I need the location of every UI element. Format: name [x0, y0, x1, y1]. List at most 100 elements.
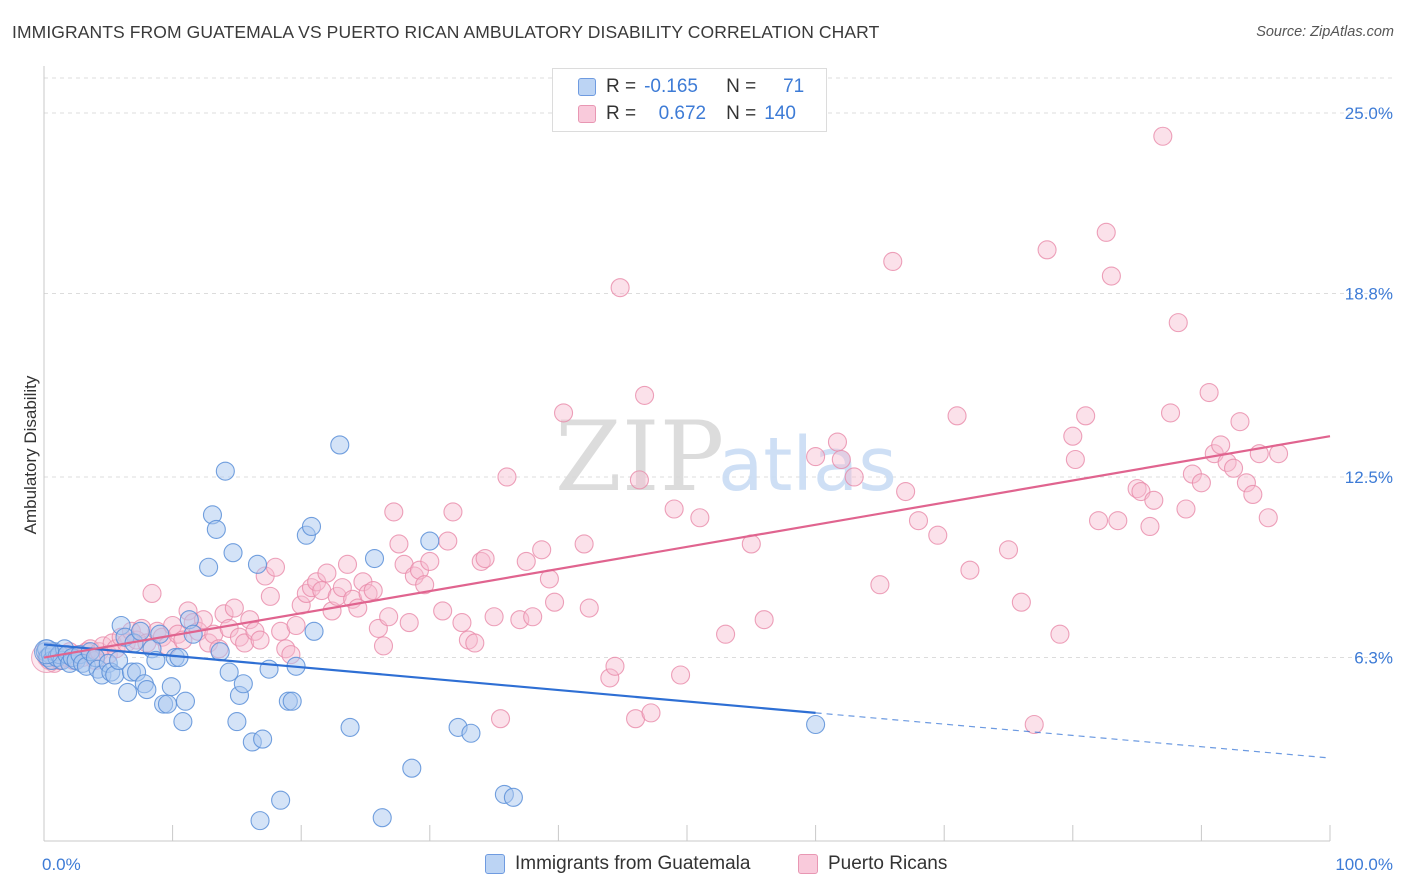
data-point-puerto-ricans [1211, 435, 1231, 455]
data-point-guatemala [173, 712, 193, 732]
legend-n-value: 71 [783, 76, 805, 97]
data-point-guatemala [130, 621, 150, 641]
x-tick-label: 100.0% [1335, 855, 1393, 874]
data-point-guatemala [301, 516, 322, 537]
data-point-puerto-ricans [523, 607, 543, 627]
data-point-puerto-ricans [379, 607, 399, 627]
data-point-guatemala [503, 787, 523, 807]
y-tick-label: 18.8% [1345, 285, 1393, 304]
data-point-guatemala [340, 717, 360, 737]
data-point-puerto-ricans [1160, 403, 1181, 423]
data-point-puerto-ricans [475, 548, 495, 569]
pink-swatch-icon [798, 854, 818, 874]
data-point-puerto-ricans [605, 656, 625, 676]
data-point-puerto-ricans [1236, 473, 1256, 493]
data-point-puerto-ricans [224, 598, 244, 618]
legend-r-value: -0.165 [644, 76, 698, 97]
data-point-puerto-ricans [579, 598, 599, 618]
data-point-puerto-ricans [574, 534, 594, 554]
data-point-puerto-ricans [415, 575, 435, 595]
data-point-guatemala [223, 543, 243, 563]
data-point-puerto-ricans [1243, 484, 1263, 504]
data-point-puerto-ricans [250, 630, 270, 650]
watermark-zip: ZIP [555, 401, 724, 513]
data-point-puerto-ricans [896, 481, 916, 502]
data-point-puerto-ricans [553, 403, 574, 423]
y-tick-label: 25.0% [1345, 104, 1393, 123]
data-point-puerto-ricans [844, 467, 864, 487]
data-point-puerto-ricans [497, 467, 517, 487]
data-point-puerto-ricans [629, 470, 649, 490]
data-point-puerto-ricans [1101, 266, 1121, 286]
data-point-puerto-ricans [1269, 444, 1289, 464]
data-point-guatemala [34, 639, 60, 665]
data-point-puerto-ricans [399, 613, 419, 633]
legend-n-label: N = [726, 103, 757, 124]
data-point-guatemala [247, 554, 268, 574]
data-point-puerto-ricans [317, 563, 337, 583]
data-point-puerto-ricans [1176, 499, 1196, 519]
data-point-puerto-ricans [960, 560, 980, 580]
data-point-guatemala [364, 548, 385, 569]
data-point-puerto-ricans [544, 592, 565, 612]
data-point-puerto-ricans [998, 540, 1019, 560]
data-point-puerto-ricans [754, 610, 774, 630]
blue-swatch-icon [578, 78, 596, 96]
y-axis-label: Ambulatory Disability [21, 375, 40, 534]
gridlines [44, 77, 1395, 659]
pink-swatch-icon [578, 105, 596, 123]
watermark-atlas: atlas [718, 422, 897, 508]
data-point-puerto-ricans [443, 502, 463, 522]
data-point-puerto-ricans [337, 554, 358, 574]
data-point-puerto-ricans [1199, 382, 1219, 403]
data-point-puerto-ricans [465, 633, 485, 653]
data-point-guatemala [282, 691, 302, 711]
data-point-puerto-ricans [433, 601, 453, 621]
data-point-puerto-ricans [260, 586, 280, 606]
data-point-guatemala [420, 531, 440, 551]
data-point-puerto-ricans [635, 385, 655, 405]
data-point-puerto-ricans [484, 607, 504, 627]
y-tick-label: 12.5% [1345, 468, 1393, 487]
data-point-puerto-ricans [1011, 592, 1031, 612]
data-point-puerto-ricans [1024, 714, 1044, 735]
data-point-puerto-ricans [286, 615, 306, 636]
data-point-guatemala [806, 714, 826, 735]
data-point-puerto-ricans [716, 624, 736, 644]
data-point-puerto-ricans [671, 665, 691, 685]
data-point-guatemala [372, 808, 392, 828]
data-point-guatemala [219, 662, 239, 682]
watermark: ZIP atlas [555, 401, 897, 513]
source-credit: Source: ZipAtlas.com [1256, 24, 1394, 40]
data-point-puerto-ricans [1224, 458, 1244, 478]
legend-item-puerto-ricans[interactable]: Puerto Ricans [798, 852, 947, 876]
data-point-puerto-ricans [516, 551, 536, 571]
data-point-guatemala [210, 642, 230, 662]
data-point-puerto-ricans [641, 703, 661, 723]
data-point-puerto-ricans [883, 251, 903, 272]
data-point-puerto-ricans [831, 449, 851, 470]
data-point-puerto-ricans [1153, 126, 1173, 146]
data-point-puerto-ricans [490, 709, 511, 729]
data-point-puerto-ricans [265, 557, 286, 577]
data-point-puerto-ricans [389, 534, 409, 554]
legend-label-puerto-ricans: Puerto Ricans [828, 853, 948, 874]
data-point-guatemala [206, 519, 226, 539]
axes [43, 66, 1331, 842]
data-point-puerto-ricans [947, 406, 967, 426]
data-point-puerto-ricans [276, 639, 296, 659]
data-point-guatemala [137, 680, 157, 700]
data-point-guatemala [183, 624, 203, 644]
data-point-puerto-ricans [142, 583, 162, 604]
data-point-guatemala [161, 677, 181, 697]
data-point-guatemala [271, 790, 291, 810]
legend-item-guatemala[interactable]: Immigrants from Guatemala [485, 852, 750, 876]
data-point-puerto-ricans [1144, 490, 1164, 510]
legend-r-label: R = [606, 103, 637, 124]
data-point-puerto-ricans [1065, 449, 1085, 470]
guatemala-points [34, 435, 826, 831]
data-point-guatemala [461, 723, 481, 743]
data-point-puerto-ricans [1168, 313, 1188, 333]
data-point-puerto-ricans [1108, 511, 1128, 531]
correlation-legend: R = -0.165 N = 71 R = 0.672 N = 140 [552, 68, 827, 132]
